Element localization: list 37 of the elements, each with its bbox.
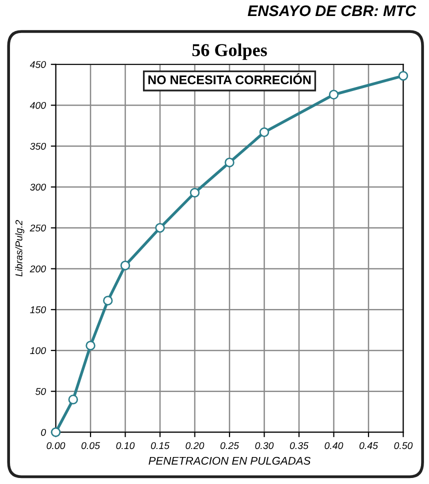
- x-tick-label: 0.05: [81, 442, 100, 450]
- point: [86, 340, 96, 350]
- y-tick-label: 250: [30, 224, 46, 232]
- y-tick-label: 300: [30, 184, 46, 191]
- y-tick-label: 0: [41, 428, 46, 436]
- annotation: NO NECESITA CORRECIÓN: [148, 73, 311, 84]
- chart-title: 56 Golpes: [192, 44, 267, 60]
- x-tick-label: 0.50: [394, 442, 413, 450]
- point: [190, 188, 200, 198]
- y-tick-label: 400: [30, 102, 46, 109]
- y-tick-label: 50: [35, 388, 46, 395]
- y-axis-title: Libras/Pulg.2: [15, 220, 24, 276]
- x-tick-label: 0.15: [150, 442, 170, 450]
- x-tick-label: 0.35: [290, 442, 308, 450]
- point: [50, 427, 61, 438]
- point: [259, 127, 270, 138]
- point: [224, 158, 234, 168]
- point: [328, 90, 339, 100]
- x-tick-label: 0.40: [324, 442, 344, 450]
- point: [103, 296, 113, 306]
- x-tick-label: 0.45: [359, 442, 378, 450]
- x-tick-label: 0.25: [220, 442, 239, 450]
- y-tick-label: 350: [30, 142, 46, 150]
- point: [398, 70, 408, 81]
- y-tick-label: 100: [30, 347, 46, 354]
- x-tick-label: 0.00: [46, 442, 66, 450]
- text: ENSAYO DE CBR: MTC: [248, 5, 416, 16]
- point: [68, 394, 78, 404]
- x-tick-label: 0.30: [255, 442, 274, 450]
- y-tick-label: 450: [30, 61, 46, 68]
- x-tick-label: 0.10: [116, 442, 135, 450]
- y-tick-label: 150: [30, 306, 46, 314]
- point: [155, 222, 165, 233]
- x-tick-label: 0.20: [186, 442, 204, 450]
- y-tick-label: 200: [30, 265, 46, 272]
- point: [120, 260, 130, 270]
- x-axis-title: PENETRACION EN PULGADAS: [148, 456, 311, 465]
